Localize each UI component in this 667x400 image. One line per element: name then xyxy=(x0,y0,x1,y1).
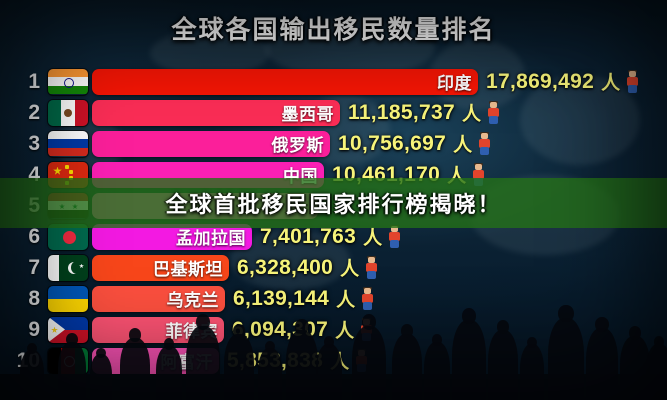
value-text: 17,869,492 xyxy=(486,69,595,93)
country-label: 阿富汗 xyxy=(160,353,213,372)
bar-row: 7 巴基斯坦 6,328,400 人 xyxy=(0,252,667,283)
value-bar: 菲律宾 xyxy=(92,316,224,343)
value-bar: 阿富汗 xyxy=(92,347,219,374)
rank-number: 1 xyxy=(28,70,40,93)
rank-number: 6 xyxy=(28,225,40,248)
bar-row: 10 阿富汗 5,853,838 人 xyxy=(0,345,667,376)
value-text: 7,401,763 xyxy=(260,224,357,248)
afghanistan-flag xyxy=(48,347,88,374)
crowd-ground xyxy=(0,374,667,400)
value-text: 10,756,697 xyxy=(338,131,447,155)
india-flag xyxy=(48,68,88,95)
bar-row: 3 俄罗斯 10,756,697 人 xyxy=(0,128,667,159)
bar-row: 2 墨西哥 11,185,737 人 xyxy=(0,97,667,128)
rank-number: 8 xyxy=(28,287,40,310)
unit-label: 人 xyxy=(601,73,621,94)
overlay-banner-text: 全球首批移民国家排行榜揭晓！ xyxy=(165,192,502,217)
value-bar: 乌克兰 xyxy=(92,285,225,312)
person-icon xyxy=(388,224,401,248)
country-label: 菲律宾 xyxy=(165,322,218,341)
country-label: 墨西哥 xyxy=(281,105,334,124)
country-label: 孟加拉国 xyxy=(176,229,246,248)
person-icon xyxy=(355,348,368,372)
country-label: 印度 xyxy=(437,74,472,93)
unit-label: 人 xyxy=(363,228,383,249)
value-text: 5,853,838 xyxy=(227,348,324,372)
person-icon xyxy=(365,255,378,279)
rank-number: 7 xyxy=(28,256,40,279)
person-icon xyxy=(478,131,491,155)
page-title: 全球各国输出移民数量排名 xyxy=(171,16,496,44)
country-label: 俄罗斯 xyxy=(271,136,324,155)
person-icon xyxy=(626,69,639,93)
bar-container: 阿富汗 5,853,838 人 xyxy=(92,347,368,374)
mexico-flag xyxy=(48,99,88,126)
unit-label: 人 xyxy=(330,352,350,373)
person-icon xyxy=(360,317,373,341)
value-text: 11,185,737 xyxy=(348,100,455,124)
bar-container: 巴基斯坦 6,328,400 人 xyxy=(92,254,378,281)
russia-flag xyxy=(48,130,88,157)
bar-container: 俄罗斯 10,756,697 人 xyxy=(92,130,491,157)
value-text: 6,094,307 xyxy=(232,317,329,341)
value-bar: 巴基斯坦 xyxy=(92,254,229,281)
value-bar: 俄罗斯 xyxy=(92,130,330,157)
philippines-flag xyxy=(48,316,88,343)
value-bar: 印度 xyxy=(92,68,478,95)
pakistan-flag xyxy=(48,254,88,281)
rank-number: 10 xyxy=(16,349,40,372)
bar-row: 1 印度 17,869,492 人 xyxy=(0,66,667,97)
bar-container: 印度 17,869,492 人 xyxy=(92,68,639,95)
ukraine-flag xyxy=(48,285,88,312)
value-text: 6,139,144 xyxy=(233,286,330,310)
rank-number: 4 xyxy=(28,163,40,186)
rank-number: 9 xyxy=(28,318,40,341)
country-label: 巴基斯坦 xyxy=(153,260,223,279)
bar-row: 8 乌克兰 6,139,144 人 xyxy=(0,283,667,314)
unit-label: 人 xyxy=(461,104,481,125)
value-text: 6,328,400 xyxy=(237,255,334,279)
person-icon xyxy=(361,286,374,310)
unit-label: 人 xyxy=(336,290,356,311)
overlay-banner: 全球首批移民国家排行榜揭晓！ xyxy=(0,178,667,228)
unit-label: 人 xyxy=(335,321,355,342)
person-icon xyxy=(487,100,500,124)
bar-container: 乌克兰 6,139,144 人 xyxy=(92,285,374,312)
country-label: 乌克兰 xyxy=(166,291,219,310)
bar-row: 9 菲律宾 6,094,307 人 xyxy=(0,314,667,345)
bar-container: 墨西哥 11,185,737 人 xyxy=(92,99,500,126)
rank-number: 3 xyxy=(28,132,40,155)
value-bar: 墨西哥 xyxy=(92,99,340,126)
unit-label: 人 xyxy=(340,259,360,280)
rank-number: 2 xyxy=(28,101,40,124)
bar-container: 菲律宾 6,094,307 人 xyxy=(92,316,373,343)
unit-label: 人 xyxy=(453,135,473,156)
